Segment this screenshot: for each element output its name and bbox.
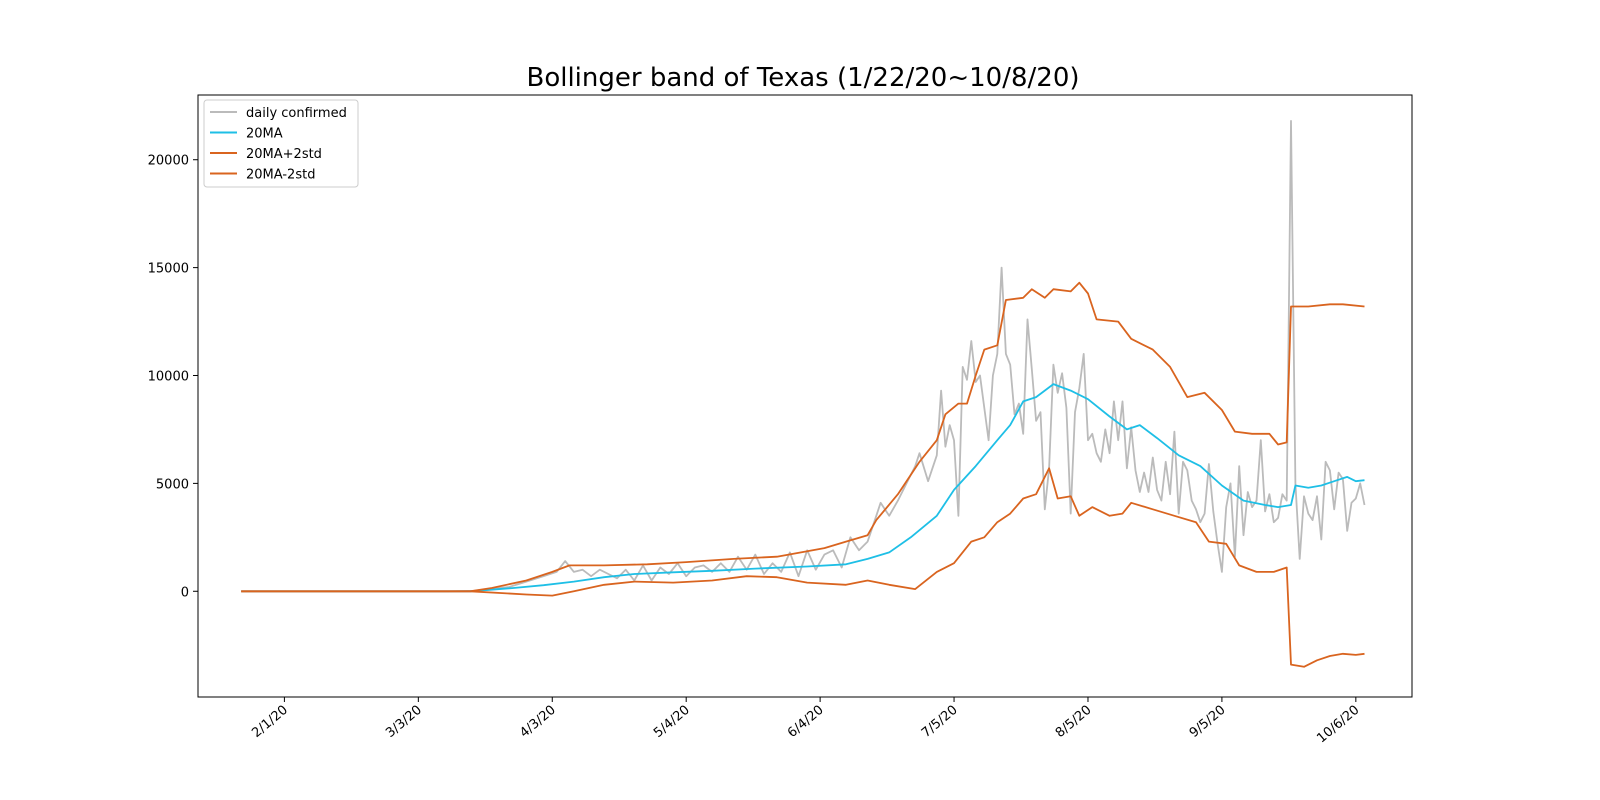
y-tick-label: 15000 — [148, 262, 189, 277]
series-line-1 — [241, 383, 1365, 593]
series-layer — [241, 120, 1366, 668]
y-tick-label: 20000 — [148, 154, 189, 169]
y-tick-label: 0 — [181, 585, 189, 600]
legend-label-1: 20MA — [246, 127, 283, 142]
legend-label-2: 20MA+2std — [246, 147, 322, 162]
chart-title: Bollinger band of Texas (1/22/20~10/8/20… — [526, 63, 1079, 93]
plot-frame — [197, 94, 1413, 698]
series-line-2 — [241, 281, 1365, 593]
y-tick-label: 10000 — [148, 370, 189, 385]
legend: daily confirmed 20MA 20MA+2std 20MA-2std — [203, 99, 359, 188]
y-tick-label: 5000 — [156, 477, 189, 492]
series-line-3 — [241, 467, 1365, 668]
legend-label-0: daily confirmed — [246, 106, 347, 121]
legend-label-3: 20MA-2std — [246, 168, 315, 183]
legend-box — [203, 99, 359, 188]
